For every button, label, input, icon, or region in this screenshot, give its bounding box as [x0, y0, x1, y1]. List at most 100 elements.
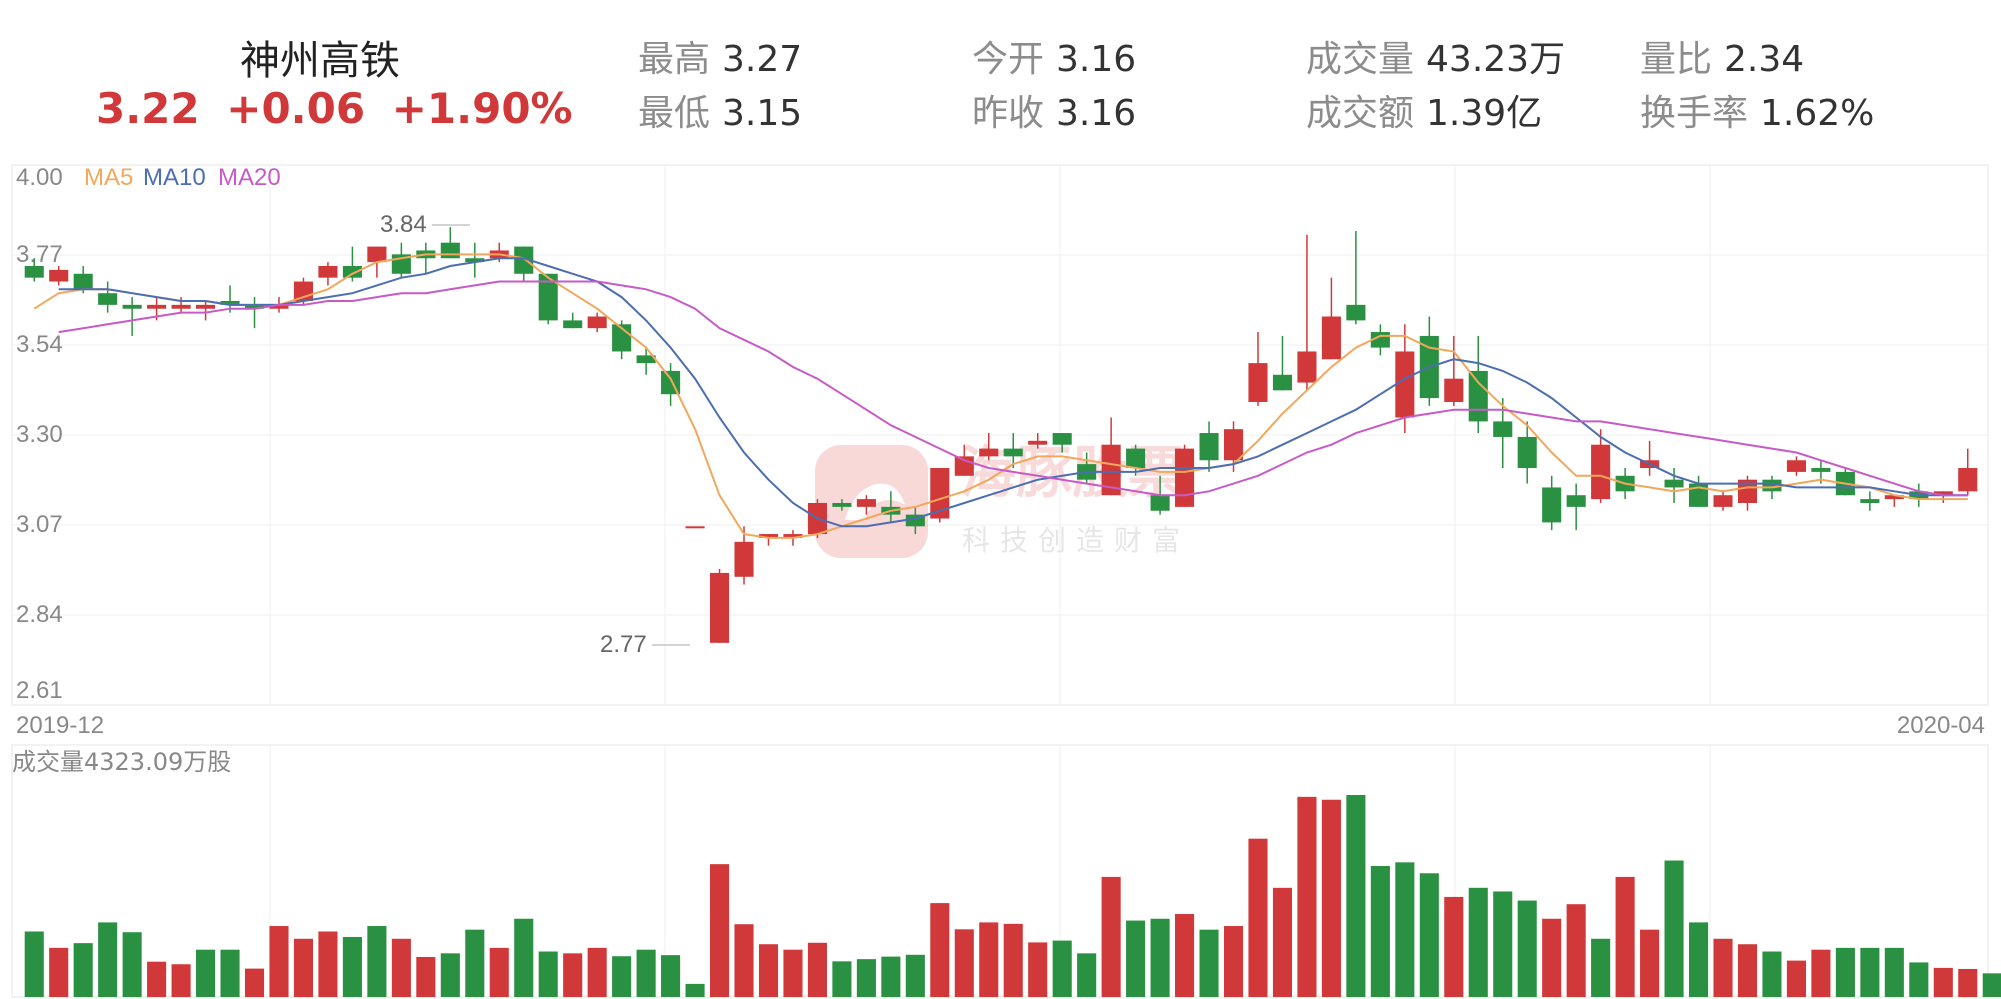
- candle: [1272, 335, 1293, 391]
- volume-bar: [685, 983, 705, 997]
- last-price: 3.22: [96, 84, 200, 133]
- volume-bar: [1664, 860, 1684, 997]
- volume-bar: [1884, 947, 1904, 997]
- candle: [709, 569, 730, 643]
- candle-body: [147, 304, 167, 309]
- candle-body: [1933, 491, 1953, 496]
- volume-bar: [1419, 873, 1439, 997]
- volume-bars: [24, 795, 2001, 997]
- candle-body: [73, 273, 93, 290]
- volume-bar: [1150, 918, 1170, 997]
- candle-body: [1737, 479, 1758, 503]
- price-grid: [11, 164, 1989, 706]
- candle: [587, 312, 607, 333]
- candle: [758, 534, 779, 546]
- price-change-percent: +1.90%: [391, 84, 573, 133]
- candle: [1493, 398, 1513, 469]
- x-label-end: 2020-04: [1897, 712, 1985, 739]
- x-label-start: 2019-12: [16, 712, 104, 739]
- stat-label: 最低: [638, 93, 711, 134]
- candle-body: [1762, 479, 1782, 492]
- candle: [24, 258, 44, 282]
- candle: [636, 347, 656, 375]
- candle: [1052, 433, 1072, 453]
- volume-bar: [636, 949, 656, 997]
- candle-body: [1175, 448, 1195, 507]
- volume-bar: [489, 947, 509, 997]
- candle-body: [244, 304, 265, 309]
- candle: [1786, 456, 1806, 476]
- volume-bar: [612, 956, 632, 997]
- volume-bar: [244, 968, 265, 997]
- y-tick-label: 3.77: [16, 241, 63, 268]
- candle-body: [1150, 495, 1170, 511]
- candle: [318, 262, 338, 286]
- volume-bar: [1860, 947, 1880, 997]
- candle: [1542, 475, 1562, 531]
- volume-bar: [954, 929, 974, 997]
- stat-value: 1.39亿: [1426, 93, 1543, 134]
- candle-body: [1272, 374, 1293, 391]
- candle-body: [1884, 495, 1904, 500]
- candle: [196, 300, 216, 321]
- volume-bar: [807, 942, 827, 997]
- candle: [1199, 421, 1219, 472]
- candle: [1860, 491, 1880, 511]
- candle-body: [1321, 316, 1341, 360]
- candle: [416, 242, 436, 274]
- stat-value: 3.16: [1056, 93, 1137, 134]
- stat-turnover-amount: 成交额 1.39亿: [1306, 84, 1542, 136]
- candle-body: [342, 266, 362, 278]
- stat-label: 成交量: [1306, 39, 1415, 80]
- candle: [612, 320, 632, 360]
- volume-bar: [709, 864, 730, 997]
- candle-body: [1101, 444, 1121, 496]
- candle-body: [1860, 499, 1880, 503]
- ma5-line: [33, 253, 1968, 539]
- volume-bar: [1223, 926, 1244, 997]
- stat-high: 最高 3.27: [638, 30, 802, 82]
- candle: [1003, 433, 1023, 469]
- quote-header: 神州高铁 3.22 +0.06 +1.90% 最高 3.27 今开 3.16 成交量…: [0, 0, 2001, 160]
- legend-ma5: MA5: [84, 164, 133, 191]
- candle-body: [1713, 495, 1733, 507]
- candle: [930, 468, 950, 523]
- candle: [1346, 231, 1366, 325]
- candle: [342, 246, 362, 282]
- volume-bar: [73, 943, 93, 997]
- candle-body: [1542, 487, 1562, 523]
- candle-body: [1444, 378, 1464, 402]
- volume-bar: [1640, 929, 1660, 997]
- stat-label: 成交额: [1306, 93, 1415, 134]
- candle-body: [1248, 363, 1268, 402]
- y-tick-label: 2.84: [16, 601, 63, 628]
- volume-bar: [1835, 947, 1855, 997]
- volume-bar: [122, 932, 142, 997]
- volume-bar: [1126, 920, 1146, 997]
- stat-label: 最高: [638, 39, 711, 80]
- candle: [1101, 417, 1121, 496]
- candle: [49, 266, 69, 286]
- volume-bar: [1321, 799, 1341, 997]
- volume-bar: [465, 929, 485, 997]
- candle-body: [1052, 433, 1072, 445]
- volume-bar: [979, 922, 999, 997]
- y-tick-label: 2.61: [16, 677, 63, 704]
- volume-bar: [832, 961, 852, 997]
- volume-bar: [1199, 929, 1219, 997]
- candle-body: [1811, 468, 1831, 472]
- candle-body: [1664, 479, 1684, 488]
- candle: [1958, 448, 1978, 496]
- candle-body: [1566, 495, 1586, 507]
- volume-bar: [1566, 904, 1586, 997]
- price-change: +0.06: [226, 84, 366, 133]
- candle-body: [1493, 421, 1513, 437]
- volume-bar: [587, 947, 607, 997]
- candle-body: [905, 514, 925, 527]
- candle: [98, 281, 118, 313]
- candle: [1468, 335, 1488, 434]
- volume-bar: [391, 938, 411, 997]
- volume-bar: [1101, 876, 1121, 997]
- y-tick-label: 3.54: [16, 331, 63, 358]
